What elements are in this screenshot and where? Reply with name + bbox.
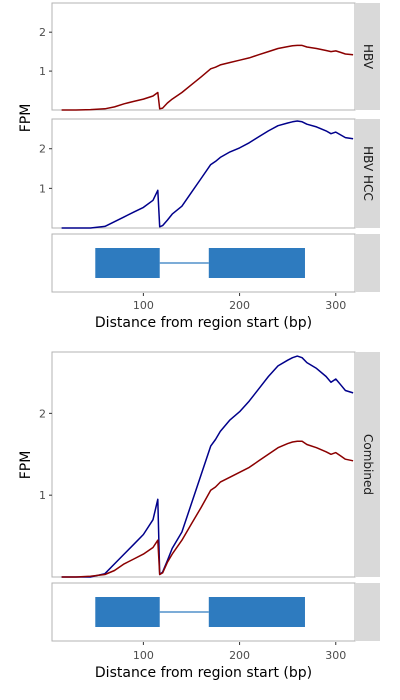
facet-combined: Combined 1 2 xyxy=(39,351,380,578)
x-axis-title: Distance from region start (bp) xyxy=(95,315,312,331)
facet-strip-label: Combined xyxy=(361,434,375,495)
facet-strip-label: HBV xyxy=(361,44,375,70)
facet-strip xyxy=(355,234,380,292)
panel-background xyxy=(51,2,356,111)
series-line xyxy=(61,440,354,578)
x-tick-label: 200 xyxy=(229,649,250,662)
facet-strip-label: HBV HCC xyxy=(361,146,375,201)
y-tick-label: 1 xyxy=(39,65,46,78)
x-tick-label: 300 xyxy=(325,649,346,662)
panel-background xyxy=(51,351,356,578)
panel-background xyxy=(51,118,356,229)
y-axis-title: FPM xyxy=(18,104,34,133)
y-tick-label: 1 xyxy=(39,489,46,502)
x-tick-label: 100 xyxy=(133,299,154,312)
exon-block xyxy=(95,248,160,278)
x-axis-title: Distance from region start (bp) xyxy=(95,665,312,681)
exon-block xyxy=(95,597,160,627)
facet-strip xyxy=(355,352,380,577)
facet-strip xyxy=(355,583,380,641)
exon-block xyxy=(208,597,305,627)
facet-hbv-hcc: HBV HCC 1 2 xyxy=(39,118,380,229)
y-tick-label: 2 xyxy=(39,407,46,420)
y-tick-label: 1 xyxy=(39,182,46,195)
facet-strip xyxy=(355,119,380,228)
facet-hbv: HBV 1 2 xyxy=(39,2,380,111)
facet-strip xyxy=(355,3,380,110)
series-line xyxy=(61,120,354,229)
chart-2: Combined 1 2 100 200 300 Distance from region … xyxy=(18,351,380,681)
y-tick-label: 2 xyxy=(39,26,46,39)
gene-model-track xyxy=(51,233,380,293)
exon-block xyxy=(208,248,305,278)
series-line xyxy=(61,44,354,111)
y-tick-label: 2 xyxy=(39,143,46,156)
x-tick-label: 200 xyxy=(229,299,250,312)
y-axis-title: FPM xyxy=(18,451,34,480)
x-tick-label: 100 xyxy=(133,649,154,662)
series-line xyxy=(61,355,354,578)
chart-1: HBV 1 2 HBV HCC 1 2 100 200 300 Distance from reg… xyxy=(18,2,380,331)
gene-model-track xyxy=(51,582,380,642)
x-tick-label: 300 xyxy=(325,299,346,312)
